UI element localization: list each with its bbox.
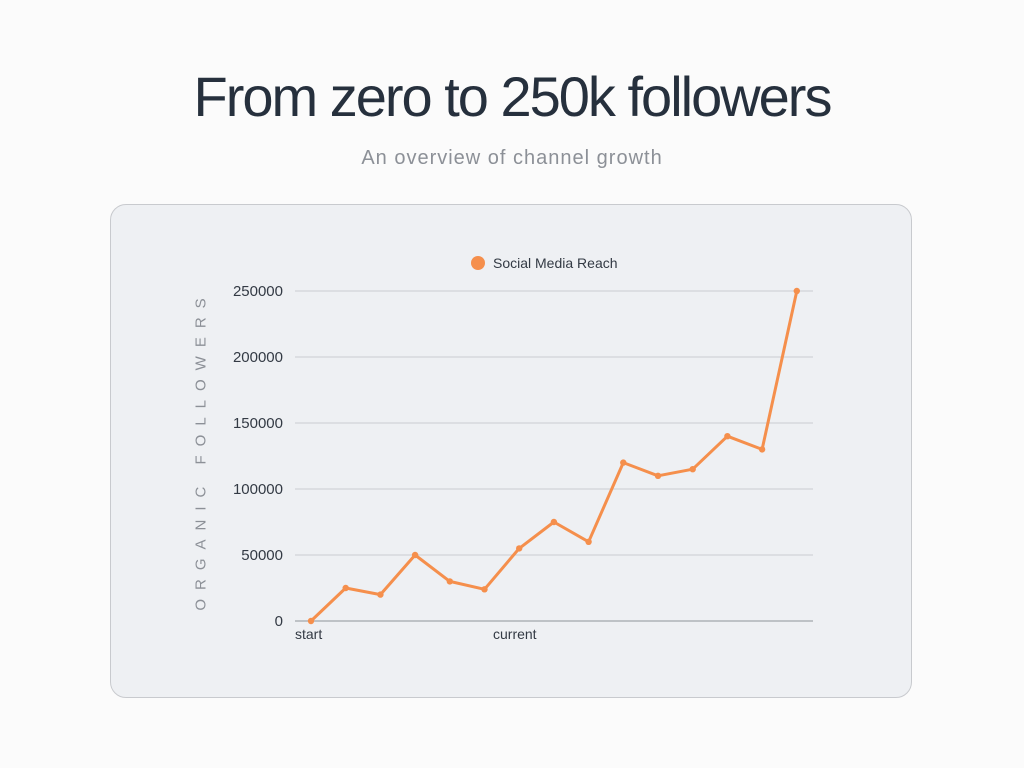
data-point[interactable] [620,459,627,466]
data-point[interactable] [307,617,315,625]
y-tick-labels: 0 50000 100000 150000 200000 250000 [233,283,283,630]
x-tick-label: current [493,626,537,642]
data-point[interactable] [342,584,349,592]
series-line [309,289,799,623]
data-point[interactable] [481,586,488,593]
y-tick-label: 50000 [241,547,283,564]
data-point[interactable] [411,551,419,559]
data-point[interactable] [654,472,662,479]
data-point[interactable] [724,433,731,440]
y-tick-label: 0 [275,613,283,630]
page-title: From zero to 250k followers [193,65,833,128]
data-point[interactable] [550,518,558,526]
data-point[interactable] [377,591,384,598]
chart-card [110,204,912,698]
y-tick-label: 100000 [233,481,283,498]
y-axis-label: ORGANIC FOLLOWERS [192,289,210,611]
series-layer [307,287,800,625]
y-tick-label: 200000 [233,349,283,366]
legend-marker [471,256,485,270]
x-tick-label: start [295,626,322,642]
data-point[interactable] [516,545,523,552]
data-point[interactable] [793,287,800,295]
chart-legend[interactable]: Social Media Reach [471,255,618,271]
data-point[interactable] [446,578,453,585]
data-point[interactable] [585,538,592,545]
grid-lines [295,290,813,622]
data-point[interactable] [689,466,696,473]
y-tick-label: 250000 [233,283,283,300]
x-tick-labels: start current [295,626,537,642]
legend-label: Social Media Reach [493,255,618,271]
page-subtitle: An overview of channel growth [361,147,663,169]
data-point[interactable] [758,446,766,453]
y-tick-label: 150000 [233,415,283,432]
